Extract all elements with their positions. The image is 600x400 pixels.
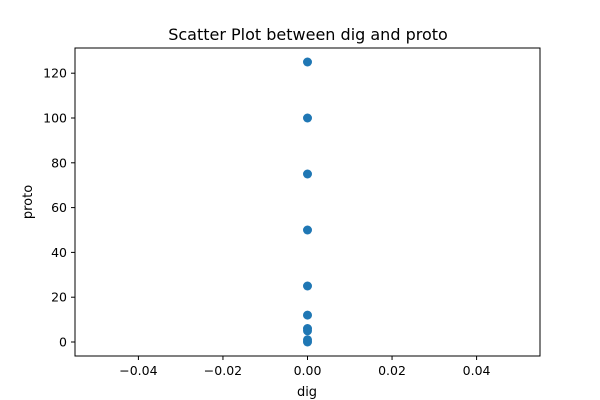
y-axis-ticks: 0 20 40 60 80 100 120 [43, 66, 75, 350]
y-axis-label: proto [21, 185, 36, 219]
data-point [303, 113, 312, 123]
x-tick-label: −0.02 [204, 363, 242, 378]
data-point [303, 281, 312, 291]
x-tick-label: −0.04 [119, 363, 157, 378]
y-tick-label: 20 [51, 290, 67, 305]
y-tick-label: 0 [59, 335, 67, 350]
x-axis-ticks: −0.04 −0.02 0.00 0.02 0.04 [119, 356, 491, 378]
x-tick-label: 0.04 [463, 363, 491, 378]
data-point [303, 169, 312, 179]
data-points [303, 57, 312, 347]
data-point [303, 326, 312, 336]
x-tick-label: 0.02 [378, 363, 406, 378]
y-tick-label: 40 [51, 245, 67, 260]
x-tick-label: 0.00 [294, 363, 322, 378]
x-axis-label: dig [297, 385, 317, 400]
y-tick-label: 80 [51, 155, 67, 170]
chart-title: Scatter Plot between dig and proto [168, 25, 448, 44]
y-tick-label: 60 [51, 200, 67, 215]
data-point [303, 310, 312, 320]
data-point [303, 337, 312, 347]
y-tick-label: 120 [43, 66, 67, 81]
data-point [303, 57, 312, 67]
y-tick-label: 100 [43, 111, 67, 126]
plot-area [74, 47, 541, 357]
data-point [303, 225, 312, 235]
